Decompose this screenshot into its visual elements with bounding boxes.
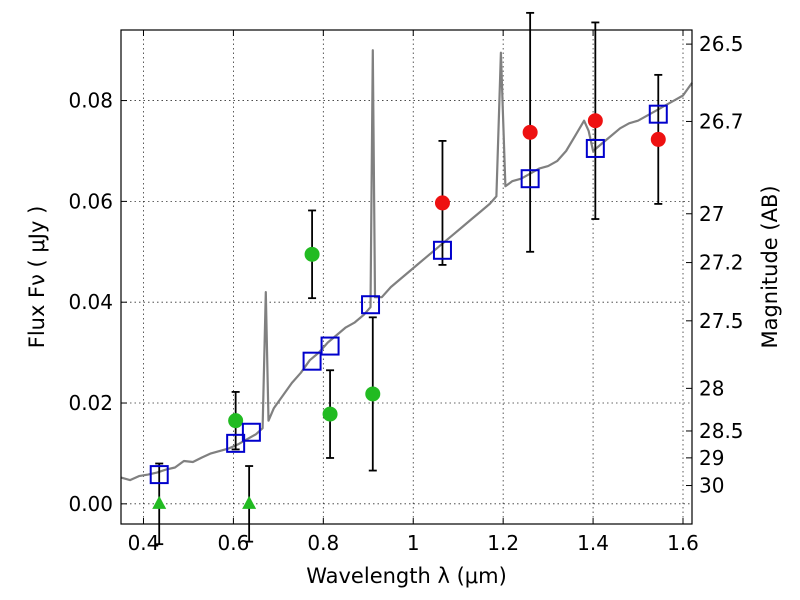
- y-tick-label: 0.04: [68, 290, 113, 314]
- y-axis-label: Flux Fν ( μJy ): [25, 206, 49, 349]
- mag-tick-label: 29: [699, 446, 724, 470]
- x-axis-label: Wavelength λ (μm): [306, 564, 507, 588]
- x-tick-label: 0.6: [217, 531, 249, 555]
- model-spectrum-line: [120, 49, 693, 482]
- y-tick-label: 0.02: [68, 391, 113, 415]
- mag-tick-label: 28.5: [699, 419, 744, 443]
- mag-tick-label: 30: [699, 474, 724, 498]
- model-box: [648, 104, 668, 124]
- mag-tick-label: 28: [699, 376, 724, 400]
- y-tick-label: 0.06: [68, 189, 113, 213]
- y-tick-label: 0.00: [68, 492, 113, 516]
- model-box: [585, 138, 605, 158]
- red-data-point: [522, 124, 538, 140]
- model-box: [520, 169, 540, 189]
- green-data-point: [322, 406, 338, 422]
- mag-tick-label: 26.7: [699, 109, 744, 133]
- data-markers: [149, 104, 668, 509]
- axis-ticks: 0.4 0.6 0.8 1 1.2 1.4 1.6 0.00 0.02 0.04 0.06 0.08 2…: [68, 30, 744, 555]
- green-data-point: [304, 246, 320, 262]
- mag-tick-label: 27.2: [699, 251, 744, 275]
- model-spectrum: [120, 49, 693, 482]
- model-box: [149, 465, 169, 485]
- model-box: [226, 433, 246, 453]
- x-tick-label: 0.4: [128, 531, 160, 555]
- y-axis-label-right: Magnitude (AB): [758, 185, 782, 348]
- x-tick-label: 1.2: [487, 531, 519, 555]
- mag-tick-label: 27: [699, 202, 724, 226]
- y-tick-label: 0.08: [68, 89, 113, 113]
- mag-tick-label: 26.5: [699, 32, 744, 56]
- x-tick-label: 0.8: [307, 531, 339, 555]
- x-tick-label: 1.4: [577, 531, 609, 555]
- upper-limit-triangle: [152, 495, 167, 509]
- green-data-point: [365, 386, 381, 402]
- error-bars: [155, 11, 663, 546]
- green-data-point: [228, 413, 244, 429]
- x-tick-label: 1.6: [667, 531, 699, 555]
- model-box: [432, 240, 452, 260]
- upper-limit-triangle: [242, 495, 257, 509]
- red-data-point: [587, 113, 603, 129]
- plot-frame: [120, 29, 693, 525]
- x-tick-label: 1: [407, 531, 420, 555]
- red-data-point: [434, 195, 450, 211]
- mag-tick-label: 27.5: [699, 309, 744, 333]
- red-data-point: [650, 131, 666, 147]
- model-box: [361, 295, 381, 315]
- model-box: [320, 336, 340, 356]
- model-box: [302, 351, 322, 371]
- grid-lines: [121, 30, 692, 524]
- model-box: [241, 422, 261, 442]
